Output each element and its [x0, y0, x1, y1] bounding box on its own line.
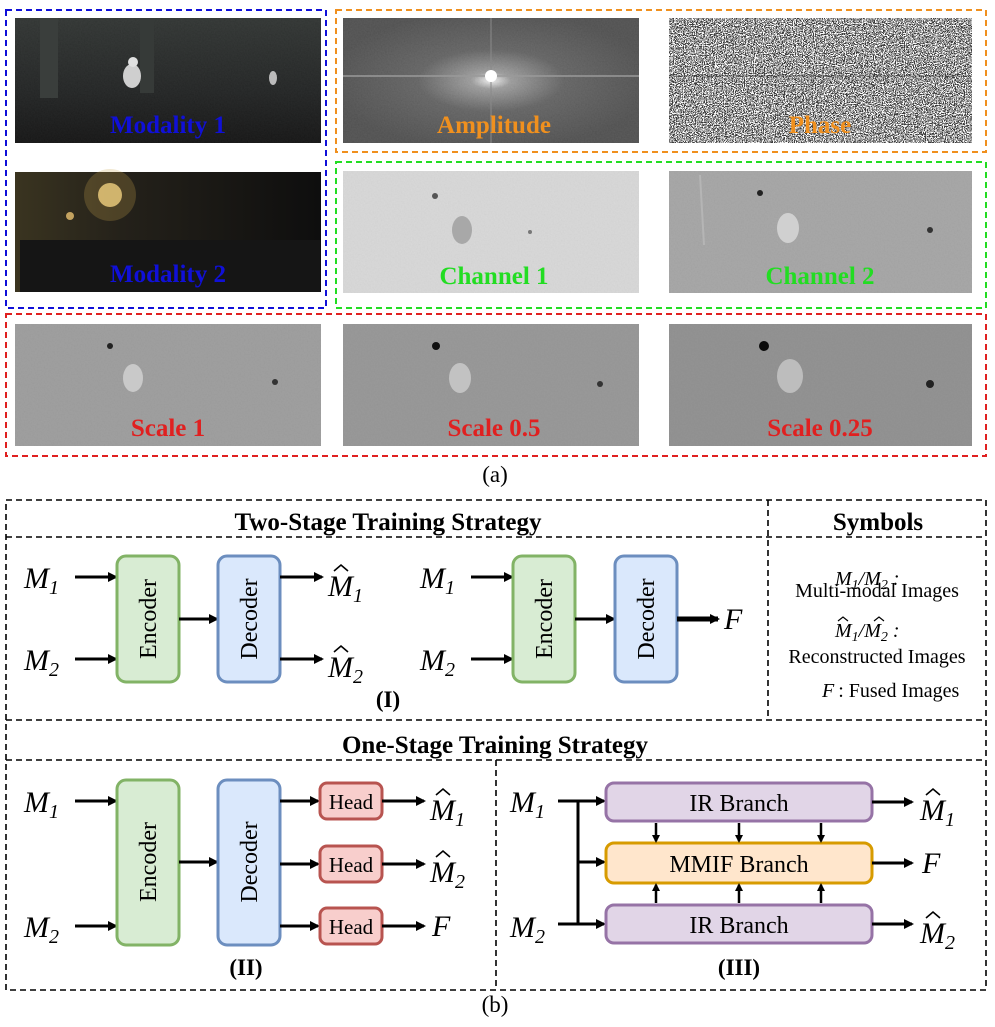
ir-branch-top-label: IR Branch: [689, 791, 788, 817]
input-m2-a: M2: [23, 644, 59, 681]
head-label-1: Head: [329, 790, 374, 814]
scale1-image: [15, 324, 321, 446]
output-f-c: F: [431, 910, 451, 943]
modality1-image: [15, 18, 321, 143]
modality2-image: [15, 169, 321, 292]
input-m2-d: M2: [509, 911, 545, 948]
head-label-2: Head: [329, 853, 374, 877]
panel-a-caption: (a): [482, 462, 508, 487]
stage2-fusion: M1 M2 Encoder Decoder F: [419, 554, 743, 684]
phase-label: Phase: [789, 112, 852, 139]
scale1-label: Scale 1: [131, 415, 205, 442]
modality-group-frame: [5, 9, 327, 309]
symbols-legend: M1/M2 : Multi-modal Images M1/M2 : Recon…: [788, 568, 965, 702]
two-stage-title: Two-Stage Training Strategy: [235, 509, 542, 536]
label-roman-2: (II): [229, 955, 262, 980]
input-m2-c: M2: [23, 911, 59, 948]
symbol-mhat: M1/M2 :: [834, 620, 900, 645]
output-m2-hat-d: M2: [919, 917, 955, 954]
decoder-label-b: Decoder: [634, 578, 660, 659]
modality1-label: Modality 1: [110, 112, 226, 139]
channel-group-frame: [335, 161, 987, 309]
stage1-reconstruction: M1 M2 Encoder Decoder M1 M2: [23, 554, 363, 688]
amplitude-label: Amplitude: [437, 112, 551, 139]
channel1-label: Channel 1: [439, 263, 548, 290]
encoder-label-b: Encoder: [532, 579, 558, 659]
input-m1-c: M1: [23, 786, 59, 823]
decoder-label-c: Decoder: [237, 821, 263, 902]
ir-branch-bottom-label: IR Branch: [689, 913, 788, 939]
scale025-label: Scale 0.25: [767, 415, 873, 442]
output-f-b: F: [723, 603, 743, 636]
input-m2-b: M2: [419, 644, 455, 681]
output-m2-hat-c: M2: [429, 856, 465, 893]
output-m2-hat-a: M2: [327, 651, 363, 688]
symbol-reconstructed-label: Reconstructed Images: [788, 646, 965, 668]
output-m1-hat-a: M1: [327, 570, 363, 607]
phase-image: [669, 18, 972, 143]
symbol-f: F: Fused Images: [821, 680, 960, 702]
output-m1-hat-c: M1: [429, 794, 465, 831]
one-stage-title: One-Stage Training Strategy: [342, 732, 649, 759]
panel-b-frames: [5, 499, 987, 991]
modality2-label: Modality 2: [110, 261, 226, 288]
output-m1-hat-d: M1: [919, 794, 955, 831]
label-roman-1: (I): [376, 687, 400, 712]
multi-head-diagram: M1 M2 Encoder Decoder Head Head Head M1 …: [23, 778, 465, 948]
symbols-title: Symbols: [833, 509, 924, 536]
amplitude-image: [343, 18, 639, 143]
panel-b-caption: (b): [482, 992, 509, 1017]
scale05-label: Scale 0.5: [447, 415, 540, 442]
multi-branch-diagram: M1 M2 IR Branch MMIF Branch IR Branch M1…: [509, 781, 955, 954]
scale05-image: [343, 324, 639, 446]
frequency-group-frame: [335, 9, 987, 153]
channel2-label: Channel 2: [765, 263, 874, 290]
scale-group-frame: [5, 313, 987, 457]
encoder-label-a: Encoder: [136, 579, 162, 659]
input-m1-b: M1: [419, 562, 455, 599]
encoder-label-c: Encoder: [136, 822, 162, 902]
decoder-block-a: [216, 554, 282, 684]
mmif-branch-label: MMIF Branch: [669, 852, 808, 878]
channel2-image: [669, 171, 972, 293]
label-roman-3: (III): [718, 955, 760, 980]
symbol-m1-m2: M1/M2 :: [834, 568, 900, 593]
scale025-image: [669, 324, 972, 446]
output-f-d: F: [921, 847, 941, 880]
input-m1-d: M1: [509, 786, 545, 823]
head-label-3: Head: [329, 915, 374, 939]
symbol-multimodal-label: Multi-modal Images: [795, 580, 959, 602]
decoder-label-a: Decoder: [237, 578, 263, 659]
input-m1-a: M1: [23, 562, 59, 599]
channel1-image: [343, 171, 639, 293]
